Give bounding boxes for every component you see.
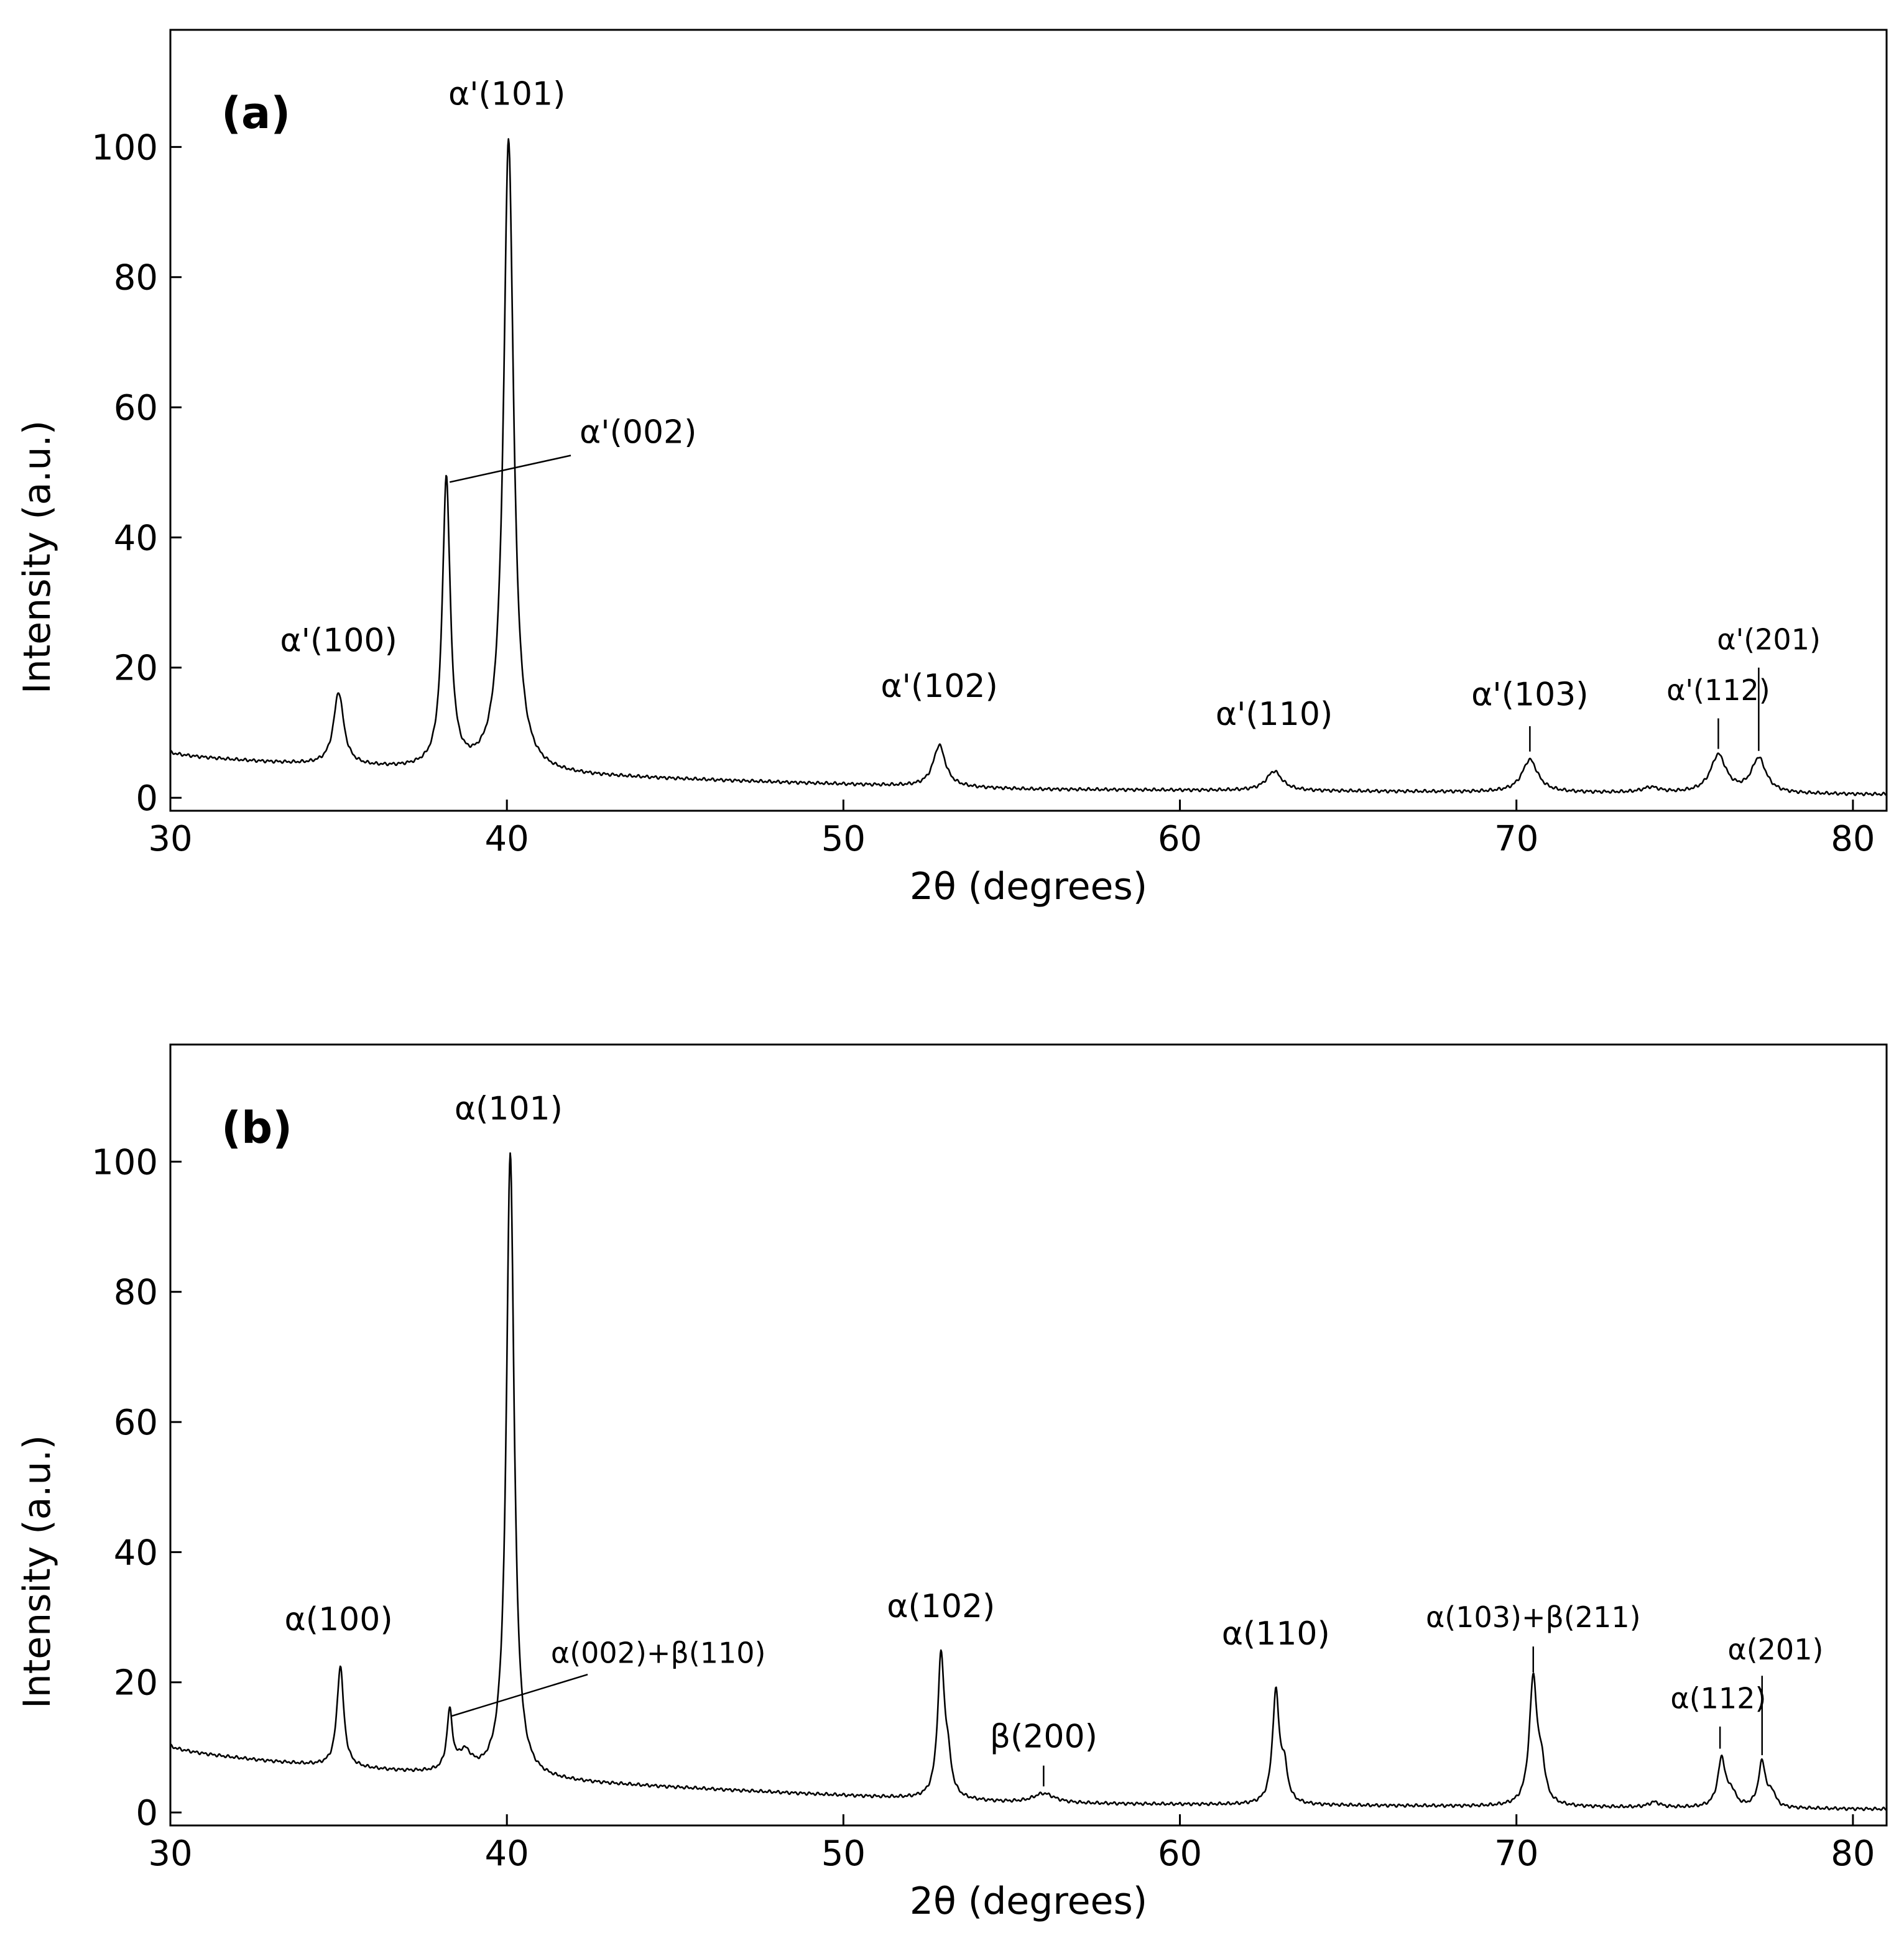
y-tick-label: 60 <box>114 1403 158 1443</box>
peak-label: α(110) <box>1222 1615 1330 1653</box>
peak-leader-line <box>449 455 571 483</box>
peak-leader-line <box>451 1673 588 1717</box>
y-tick-label: 100 <box>91 127 158 168</box>
peak-label: α(102) <box>887 1588 995 1625</box>
peak-label: α'(102) <box>880 668 997 705</box>
y-tick-label: 20 <box>114 648 158 689</box>
plot-frame <box>169 29 1888 812</box>
peak-label: β(200) <box>990 1718 1098 1755</box>
xrd-pattern-line <box>170 1152 1887 1811</box>
peak-label: α'(201) <box>1717 622 1821 656</box>
peak-label: α'(103) <box>1471 676 1588 713</box>
y-tick-label: 60 <box>114 388 158 428</box>
peak-label: α'(002) <box>580 414 696 451</box>
peak-label: α(103)+β(211) <box>1426 1600 1641 1634</box>
peak-label: α(002)+β(110) <box>551 1636 766 1669</box>
y-tick-label: 80 <box>114 258 158 298</box>
y-tick-label: 40 <box>114 518 158 558</box>
x-axis-label: 2θ (degrees) <box>910 1880 1147 1923</box>
peak-label: α(201) <box>1727 1633 1823 1666</box>
xrd-pattern-line <box>170 138 1887 796</box>
plot-frame <box>169 1043 1888 1827</box>
panel-label: (b) <box>221 1102 292 1153</box>
peak-label: α(100) <box>285 1601 393 1638</box>
y-axis-label: Intensity (a.u.) <box>16 420 59 694</box>
y-tick-label: 0 <box>136 1793 158 1834</box>
x-tick-label: 60 <box>1158 819 1202 859</box>
peak-label: α'(100) <box>280 622 397 660</box>
x-tick-label: 50 <box>821 819 866 859</box>
y-axis-label: Intensity (a.u.) <box>16 1435 59 1709</box>
x-tick-label: 40 <box>485 1834 529 1874</box>
x-tick-label: 30 <box>148 1834 192 1874</box>
x-tick-label: 50 <box>821 1834 866 1874</box>
y-tick-label: 40 <box>114 1533 158 1573</box>
panel-b: 30 40 50 60 70 80 0 20 40 60 80 100 2θ (degrees) Inte… <box>16 1043 1888 1923</box>
x-tick-label: 60 <box>1158 1834 1202 1874</box>
peak-label: α(101) <box>455 1090 563 1127</box>
x-tick-label: 30 <box>148 819 192 859</box>
peak-label: α'(112) <box>1666 673 1770 707</box>
panel-label: (a) <box>221 88 290 139</box>
peak-label: α'(110) <box>1216 696 1333 733</box>
y-tick-label: 0 <box>136 778 158 819</box>
x-tick-label: 70 <box>1494 819 1538 859</box>
x-tick-label: 40 <box>485 819 529 859</box>
x-axis-label: 2θ (degrees) <box>910 865 1147 908</box>
x-tick-label: 80 <box>1831 819 1875 859</box>
x-tick-label: 80 <box>1831 1834 1875 1874</box>
y-tick-label: 80 <box>114 1273 158 1313</box>
x-tick-label: 70 <box>1494 1834 1538 1874</box>
y-tick-label: 20 <box>114 1663 158 1704</box>
peak-label: α(112) <box>1670 1682 1766 1715</box>
peak-label: α'(101) <box>448 75 565 113</box>
y-tick-label: 100 <box>91 1142 158 1183</box>
panel-a: 30 40 50 60 70 80 0 20 40 60 80 100 2θ (degrees) Inte… <box>16 29 1888 908</box>
